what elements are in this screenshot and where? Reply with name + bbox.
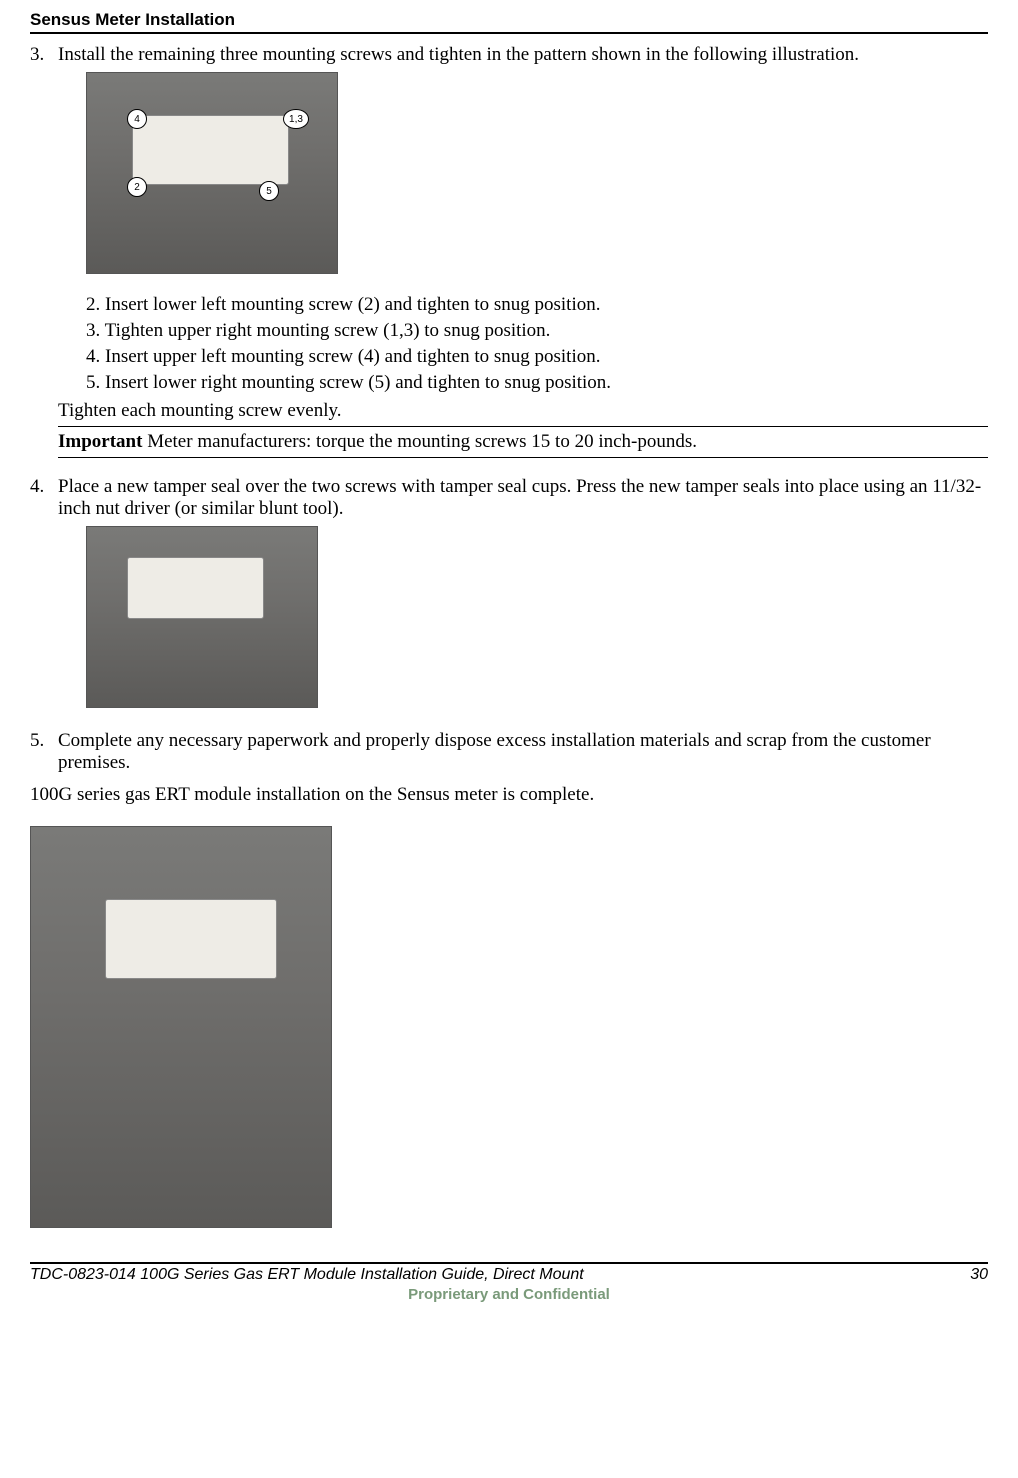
- screw-label-4: 4: [127, 109, 147, 129]
- substep-3: 3. Tighten upper right mounting screw (1…: [86, 320, 988, 342]
- footer-confidential: Proprietary and Confidential: [30, 1286, 988, 1303]
- screw-label-5: 5: [259, 181, 279, 201]
- conclusion-text: 100G series gas ERT module installation …: [30, 784, 988, 806]
- substep-5: 5. Insert lower right mounting screw (5)…: [86, 372, 988, 394]
- important-label: Important: [58, 431, 142, 452]
- footer-page-number: 30: [970, 1266, 988, 1284]
- running-header: Sensus Meter Installation: [30, 10, 988, 32]
- step-text: Install the remaining three mounting scr…: [58, 44, 988, 66]
- footer-rule: [30, 1262, 988, 1264]
- page-footer: TDC-0823-014 100G Series Gas ERT Module …: [30, 1262, 988, 1303]
- meter-face: [105, 899, 277, 979]
- important-note: Important Meter manufacturers: torque th…: [58, 426, 988, 458]
- step-text: Complete any necessary paperwork and pro…: [58, 730, 988, 774]
- substep-4: 4. Insert upper left mounting screw (4) …: [86, 346, 988, 368]
- figure-mounting-pattern: 4 1,3 2 5: [86, 72, 338, 274]
- step-5: 5. Complete any necessary paperwork and …: [30, 730, 988, 774]
- figure-completed-meter: [30, 826, 332, 1228]
- meter-face: [132, 115, 289, 185]
- step-number: 3.: [30, 44, 58, 468]
- step-3: 3. Install the remaining three mounting …: [30, 44, 988, 468]
- step-text: Place a new tamper seal over the two scr…: [58, 476, 988, 520]
- screw-label-1-3: 1,3: [283, 109, 309, 129]
- tighten-note: Tighten each mounting screw evenly.: [58, 400, 988, 422]
- step-number: 4.: [30, 476, 58, 722]
- figure-tamper-seal: [86, 526, 318, 708]
- instruction-list: 3. Install the remaining three mounting …: [30, 44, 988, 774]
- substep-2: 2. Insert lower left mounting screw (2) …: [86, 294, 988, 316]
- screw-label-2: 2: [127, 177, 147, 197]
- important-text: Meter manufacturers: torque the mounting…: [142, 431, 697, 452]
- meter-face: [127, 557, 264, 619]
- sub-steps: 2. Insert lower left mounting screw (2) …: [86, 294, 988, 394]
- footer-doc-title: TDC-0823-014 100G Series Gas ERT Module …: [30, 1266, 584, 1284]
- step-4: 4. Place a new tamper seal over the two …: [30, 476, 988, 722]
- header-rule: [30, 32, 988, 34]
- step-number: 5.: [30, 730, 58, 774]
